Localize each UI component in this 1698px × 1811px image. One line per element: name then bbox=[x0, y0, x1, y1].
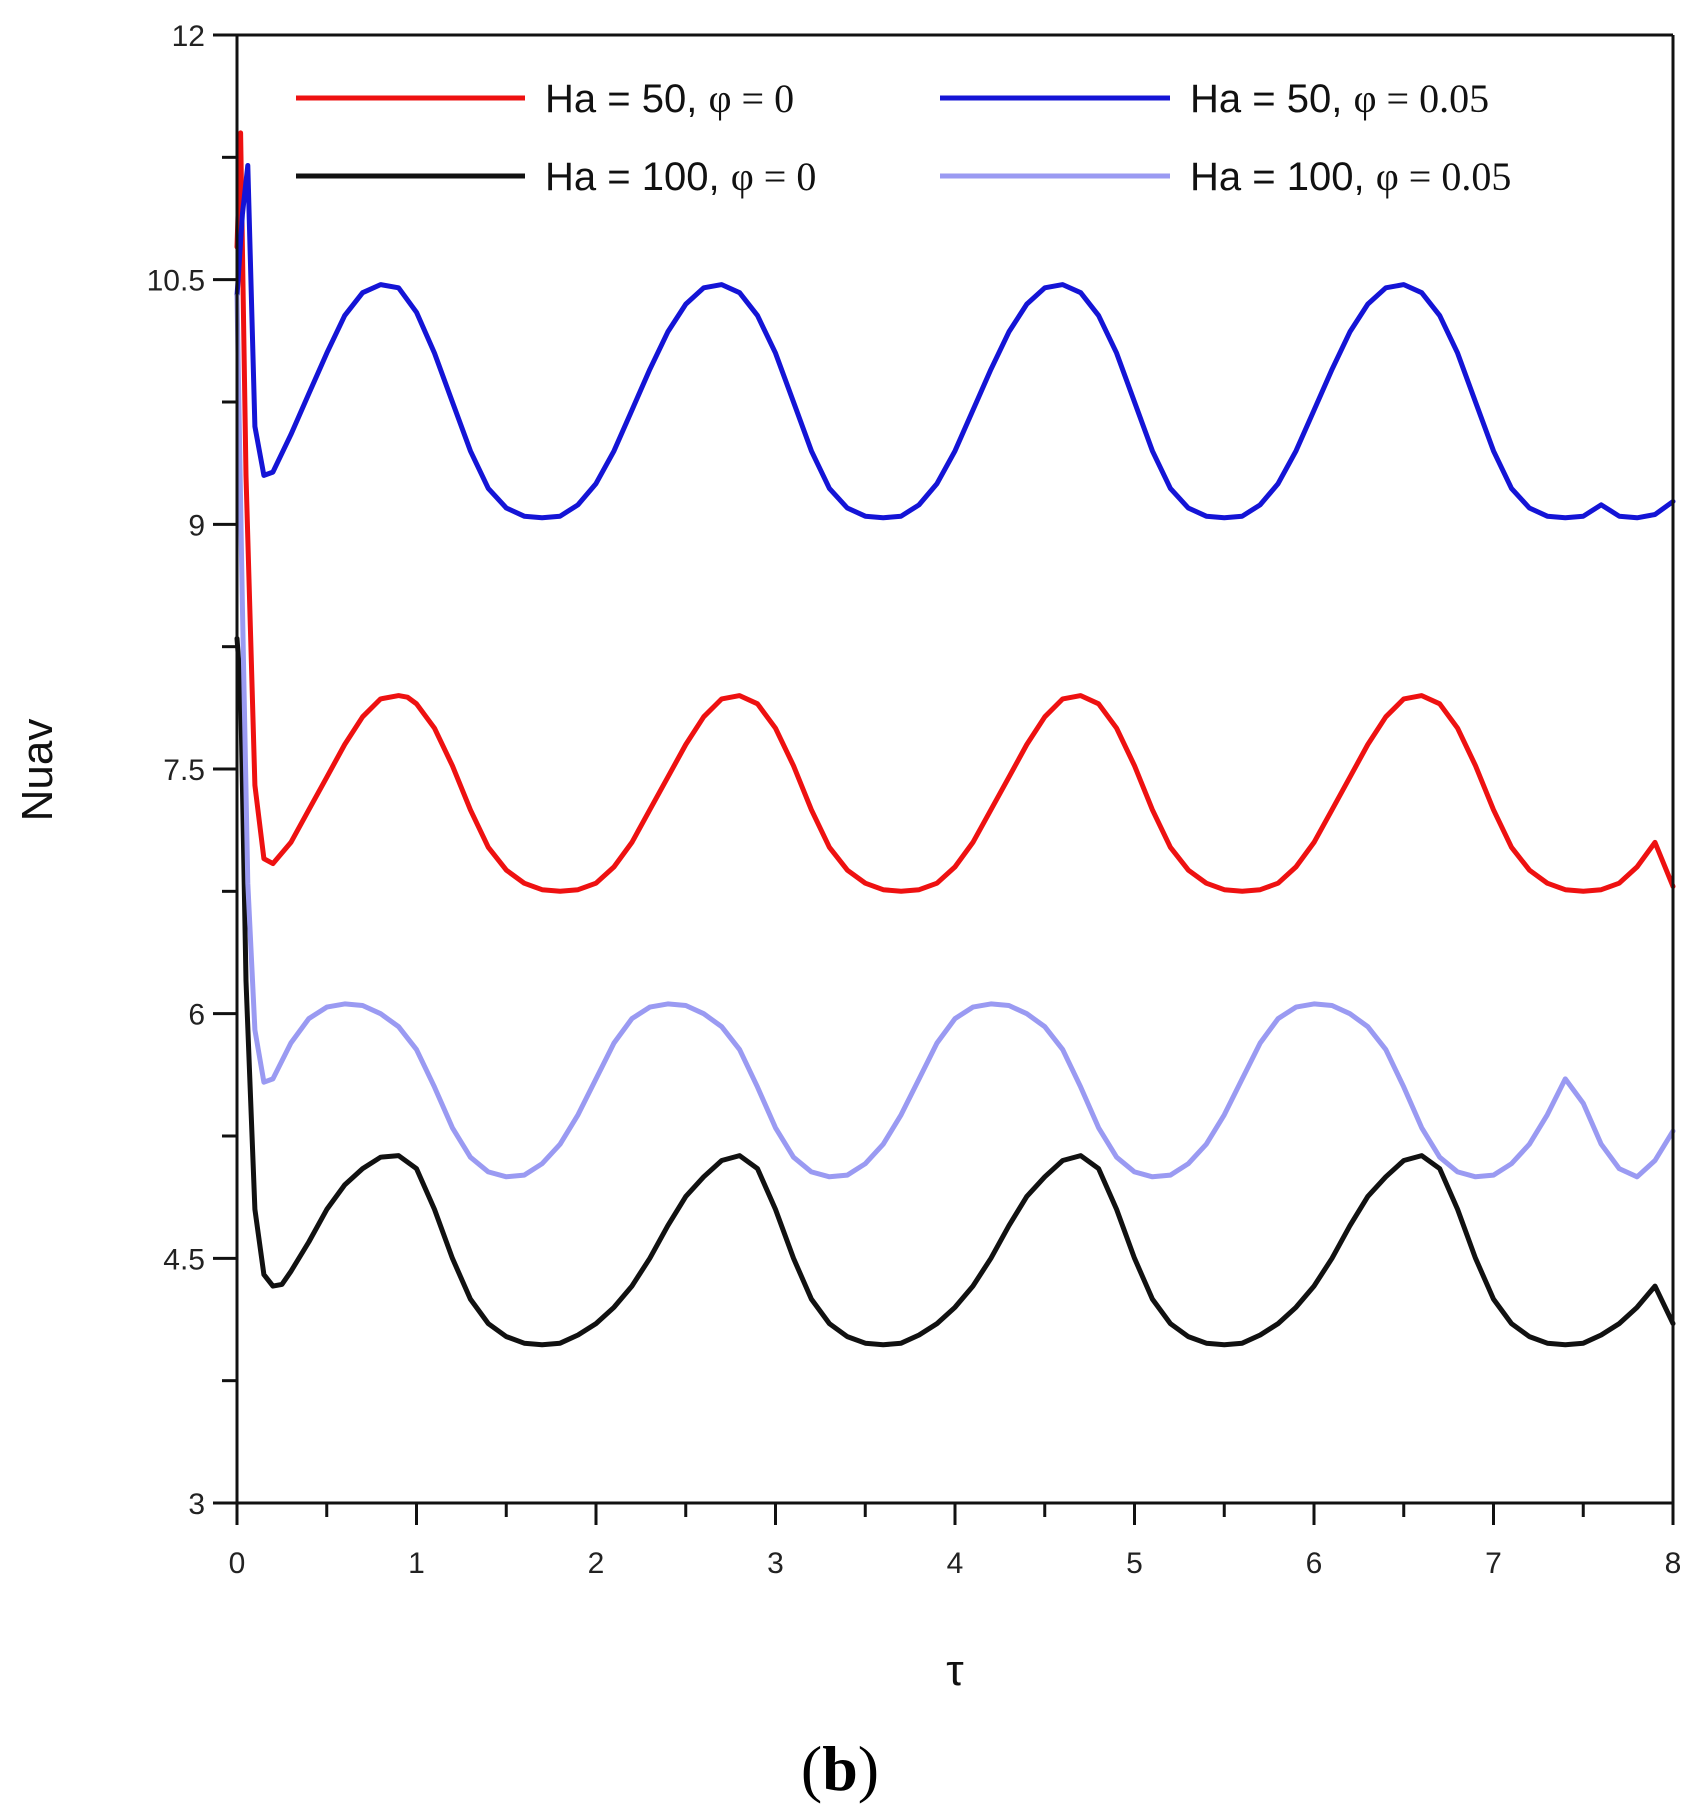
caption-close: ) bbox=[858, 1733, 879, 1804]
legend-label-symbol: φ = 0 bbox=[731, 154, 817, 199]
x-tick-label: 7 bbox=[1485, 1547, 1502, 1580]
legend-label-symbol: φ = 0.05 bbox=[1353, 76, 1489, 121]
series-line-2 bbox=[234, 163, 1676, 521]
series-line-1 bbox=[234, 130, 1676, 894]
series-line-3 bbox=[234, 636, 1676, 1348]
y-tick-label: 9 bbox=[188, 509, 205, 542]
legend-label-1: Ha = 50, φ = 0 bbox=[545, 76, 794, 121]
legend-label-main: Ha = 100, bbox=[1190, 155, 1376, 199]
legend-label-main: Ha = 50, bbox=[545, 77, 708, 121]
legend-label-main: Ha = 50, bbox=[1190, 77, 1353, 121]
x-tick-label: 6 bbox=[1306, 1547, 1323, 1580]
y-tick-label: 6 bbox=[188, 999, 205, 1032]
x-axis-title: τ bbox=[946, 1646, 964, 1695]
y-tick-label: 4.5 bbox=[163, 1243, 205, 1276]
legend-label-3: Ha = 100, φ = 0 bbox=[545, 154, 816, 199]
y-tick-label: 12 bbox=[172, 20, 205, 53]
y-tick-label: 3 bbox=[188, 1488, 205, 1521]
legend-label-4: Ha = 100, φ = 0.05 bbox=[1190, 154, 1511, 199]
legend-label-2: Ha = 50, φ = 0.05 bbox=[1190, 76, 1489, 121]
legend-label-symbol: φ = 0.05 bbox=[1376, 154, 1512, 199]
x-tick-label: 5 bbox=[1126, 1547, 1143, 1580]
legend-label-symbol: φ = 0 bbox=[708, 76, 794, 121]
x-tick-label: 3 bbox=[767, 1547, 784, 1580]
figure-caption: (b) bbox=[801, 1733, 879, 1804]
caption-open: ( bbox=[801, 1733, 822, 1804]
legend-label-main: Ha = 100, bbox=[545, 155, 731, 199]
series-line-4 bbox=[234, 293, 1676, 1180]
y-tick-label: 7.5 bbox=[163, 754, 205, 787]
y-tick-label: 10.5 bbox=[147, 265, 205, 298]
x-tick-label: 8 bbox=[1665, 1547, 1682, 1580]
y-axis-title: Nuav bbox=[13, 719, 62, 822]
x-tick-label: 2 bbox=[588, 1547, 605, 1580]
x-tick-label: 1 bbox=[408, 1547, 425, 1580]
caption-letter: b bbox=[822, 1733, 858, 1804]
x-tick-label: 0 bbox=[229, 1547, 246, 1580]
series-lines bbox=[234, 130, 1676, 1348]
x-tick-label: 4 bbox=[947, 1547, 964, 1580]
